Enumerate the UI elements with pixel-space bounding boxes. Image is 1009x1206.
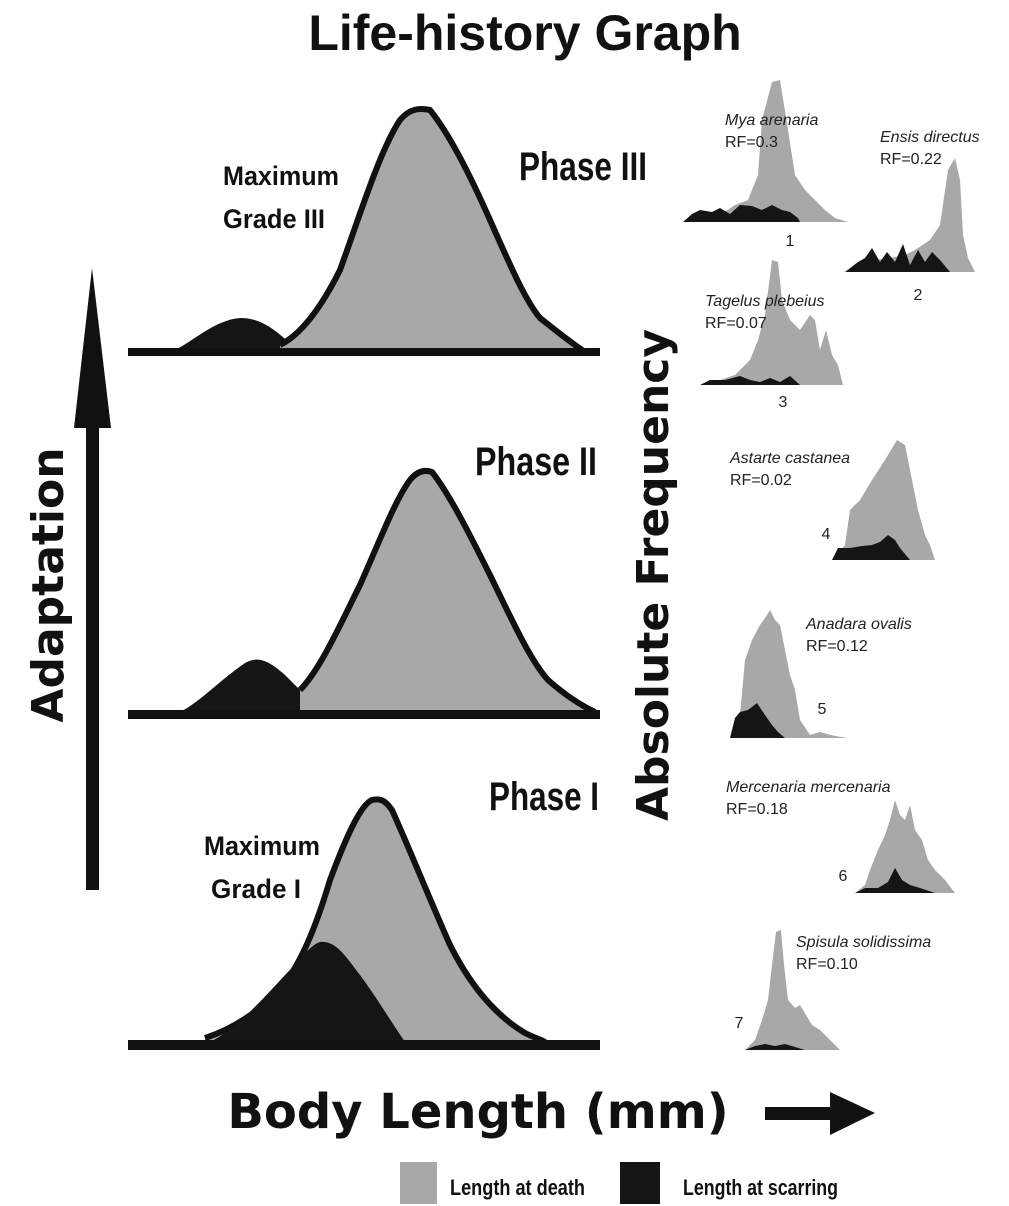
phase-3-label: Phase III: [519, 145, 647, 189]
species-1-rf: RF=0.3: [725, 134, 778, 151]
species-1-histogram: [683, 80, 848, 222]
legend-scar-label: Length at scarring: [683, 1175, 838, 1200]
phase-1-label: Phase I: [489, 775, 599, 819]
species-3-histogram: [700, 260, 843, 385]
species-6-name: Mercenaria mercenaria: [726, 779, 891, 796]
species-6-rf: RF=0.18: [726, 801, 788, 818]
species-3-rf: RF=0.07: [705, 315, 767, 332]
species-2-number: 2: [914, 287, 923, 304]
legend-scar-swatch: [620, 1162, 660, 1204]
phase-3-annotation-line2: Grade III: [223, 204, 325, 234]
secondary-axis-label: Absolute Frequency: [628, 329, 679, 821]
species-4-histogram: [832, 440, 935, 560]
species-4-rf: RF=0.02: [730, 472, 792, 489]
species-1-number: 1: [786, 233, 795, 250]
species-7-histogram: [745, 930, 840, 1050]
species-1-name: Mya arenaria: [725, 112, 818, 129]
legend-death-swatch: [400, 1162, 437, 1204]
right-arrow-icon: [765, 1092, 875, 1135]
adaptation-arrow: [74, 268, 111, 890]
species-4-number: 4: [822, 526, 831, 543]
legend: Length at death Length at scarring: [400, 1162, 838, 1204]
species-2-name: Ensis directus: [880, 129, 980, 146]
species-7-name: Spisula solidissima: [796, 934, 931, 951]
species-4-name: Astarte castanea: [729, 450, 850, 467]
species-6-number: 6: [839, 868, 848, 885]
species-2-histogram: [845, 158, 975, 272]
phase-3-curve: [128, 106, 600, 356]
diagram-title: Life-history Graph: [308, 5, 741, 61]
species-6-histogram: [855, 800, 955, 893]
phase-1-annotation-line1: Maximum: [204, 831, 320, 861]
species-5-number: 5: [818, 701, 827, 718]
x-axis-label: Body Length (mm): [227, 1084, 728, 1140]
species-7-number: 7: [735, 1015, 744, 1032]
phase-2-label: Phase II: [475, 440, 597, 484]
species-5-rf: RF=0.12: [806, 638, 868, 655]
species-3-number: 3: [779, 394, 788, 411]
legend-death-label: Length at death: [450, 1175, 585, 1200]
y-axis-label: Adaptation: [23, 447, 74, 722]
species-3-name: Tagelus plebeius: [705, 293, 825, 310]
phase-1-curve: [128, 796, 600, 1050]
phase-3-annotation-line1: Maximum: [223, 161, 339, 191]
species-5-name: Anadara ovalis: [805, 616, 912, 633]
species-5-histogram: [730, 610, 848, 738]
phase-1-annotation-line2: Grade I: [211, 874, 301, 904]
phase-2-curve: [128, 468, 600, 719]
species-7-rf: RF=0.10: [796, 956, 858, 973]
species-2-rf: RF=0.22: [880, 151, 942, 168]
